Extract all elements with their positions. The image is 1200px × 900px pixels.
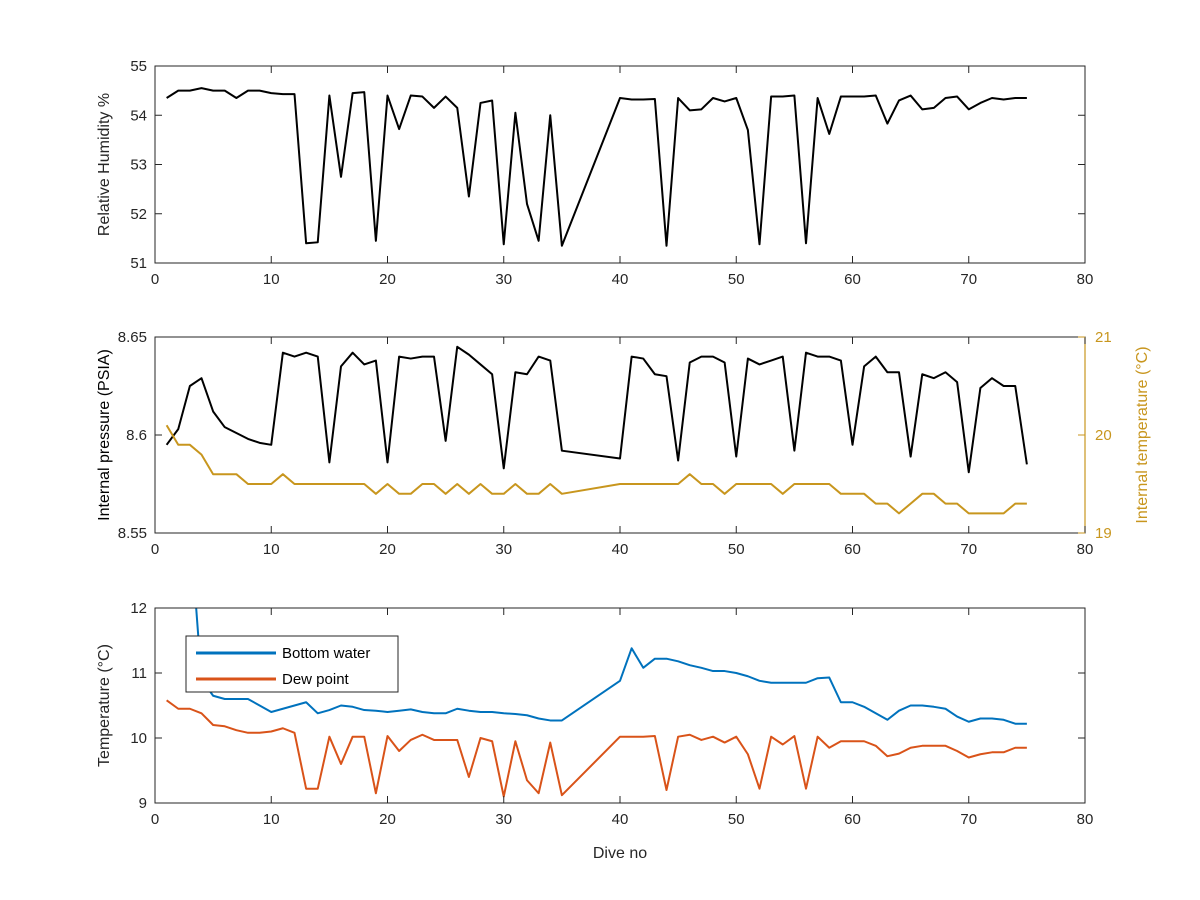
y-tick-label: 55 xyxy=(130,58,147,75)
x-tick-label: 20 xyxy=(379,271,396,288)
y2-tick-label: 20 xyxy=(1095,427,1112,444)
x-tick-label: 70 xyxy=(960,541,977,558)
y-tick-label: 8.65 xyxy=(118,329,147,346)
x-tick-label: 50 xyxy=(728,271,745,288)
y-tick-label: 53 xyxy=(130,157,147,174)
x-axis-label: Dive no xyxy=(593,845,647,862)
x-tick-label: 0 xyxy=(151,541,159,558)
legend-label: Bottom water xyxy=(282,645,370,662)
series-line-3-1 xyxy=(195,608,1027,725)
x-tick-label: 30 xyxy=(495,811,512,828)
series-line-2-1 xyxy=(165,345,1028,474)
x-tick-label: 40 xyxy=(612,811,629,828)
y-tick-label: 54 xyxy=(130,107,147,124)
x-tick-label: 50 xyxy=(728,541,745,558)
y-tick-label: 8.55 xyxy=(118,525,147,542)
series-line-2-2 xyxy=(165,424,1027,515)
y-tick-label: 11 xyxy=(131,665,147,682)
x-tick-label: 30 xyxy=(495,541,512,558)
x-tick-label: 50 xyxy=(728,811,745,828)
y2-tick-label: 21 xyxy=(1095,329,1112,346)
x-tick-label: 60 xyxy=(844,811,861,828)
x-tick-label: 70 xyxy=(960,811,977,828)
y2-axis-label: Internal temperature (°C) xyxy=(1134,346,1151,523)
x-tick-label: 60 xyxy=(844,271,861,288)
y-tick-label: 51 xyxy=(130,255,147,272)
x-tick-label: 80 xyxy=(1077,271,1094,288)
x-tick-label: 0 xyxy=(151,271,159,288)
y-tick-label: 52 xyxy=(130,206,147,223)
legend-label: Dew point xyxy=(282,671,350,688)
x-tick-label: 10 xyxy=(263,811,280,828)
x-tick-label: 80 xyxy=(1077,811,1094,828)
y-tick-label: 9 xyxy=(139,795,147,812)
x-tick-label: 40 xyxy=(612,271,629,288)
x-tick-label: 60 xyxy=(844,541,861,558)
y-tick-label: 10 xyxy=(130,730,147,747)
x-tick-label: 70 xyxy=(960,271,977,288)
x-tick-label: 80 xyxy=(1077,541,1094,558)
x-tick-label: 0 xyxy=(151,811,159,828)
x-tick-label: 30 xyxy=(495,271,512,288)
y-tick-label: 8.6 xyxy=(126,427,147,444)
y2-tick-label: 19 xyxy=(1095,525,1112,542)
series-line-1-1 xyxy=(166,87,1027,247)
x-tick-label: 10 xyxy=(263,541,280,558)
y-axis-label-2: Internal pressure (PSIA) xyxy=(96,349,113,521)
x-tick-label: 40 xyxy=(612,541,629,558)
y-axis-label-3: Temperature (°C) xyxy=(96,644,113,767)
legend-box xyxy=(185,635,399,693)
series-line-3-2 xyxy=(166,699,1027,798)
x-tick-label: 20 xyxy=(379,541,396,558)
y-tick-label: 12 xyxy=(130,600,147,617)
x-tick-label: 20 xyxy=(379,811,396,828)
y-axis-label-1: Relative Humidity % xyxy=(96,93,113,236)
x-tick-label: 10 xyxy=(263,271,280,288)
